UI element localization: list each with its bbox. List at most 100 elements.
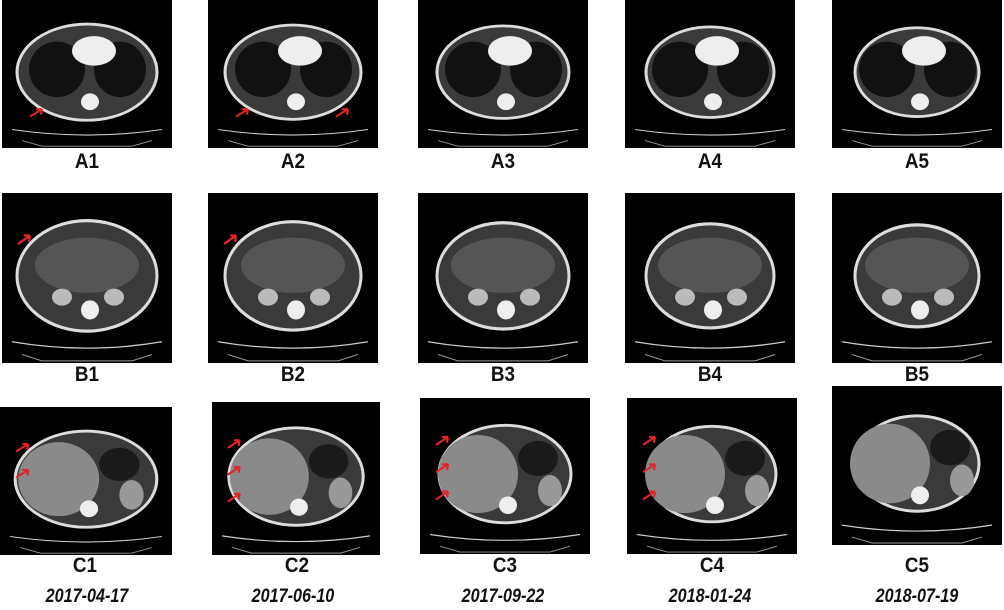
red-arrow-marker: [435, 435, 450, 446]
bowel: [241, 237, 345, 293]
liver: [850, 423, 930, 504]
kidney-left: [727, 288, 747, 306]
red-arrow-marker: [15, 442, 30, 453]
red-arrow-marker: [227, 492, 241, 503]
scanner-table-base: [644, 353, 776, 362]
scanner-table-base: [227, 140, 359, 147]
red-arrow-marker: [223, 234, 238, 245]
panel-label: C5: [904, 554, 930, 577]
scanner-table: [217, 128, 369, 136]
stomach: [518, 440, 558, 476]
bowel: [451, 237, 555, 293]
scanner-table-base: [851, 353, 983, 362]
ct-image: [427, 24, 579, 147]
vertebra: [499, 496, 517, 515]
ct-panel-b4: [625, 193, 795, 363]
red-arrow-marker: [29, 108, 44, 118]
kidney-left: [934, 288, 954, 306]
scanner-table: [636, 533, 788, 541]
scanner-table-base: [21, 140, 153, 147]
ct-image: [841, 414, 993, 544]
kidney-left: [104, 288, 124, 306]
scanner-table: [427, 128, 579, 136]
ct-panel-a5: [832, 0, 1002, 148]
ct-panel-a2: [208, 0, 378, 148]
red-arrow-marker: [435, 463, 450, 473]
scanner-table-base: [644, 140, 776, 147]
red-arrow-marker: [642, 435, 657, 446]
scanner-table: [217, 341, 369, 349]
scanner-table-base: [21, 353, 153, 362]
scan-date: 2017-04-17: [45, 586, 129, 607]
scanner-table-base: [20, 547, 152, 554]
ct-panel-a3: [418, 0, 588, 148]
stomach: [99, 447, 140, 481]
panel-label: A4: [697, 150, 723, 173]
vertebra: [79, 500, 99, 518]
vertebra: [911, 486, 929, 505]
scanner-table: [841, 341, 993, 349]
ct-panel-b1: [2, 193, 172, 363]
red-arrow-marker: [235, 108, 250, 118]
ct-panel-b5: [832, 193, 1002, 363]
scanner-table: [10, 535, 162, 543]
stomach: [308, 444, 349, 479]
ct-panel-a1: [2, 0, 172, 148]
lung-right: [445, 41, 501, 98]
panel-label: A5: [904, 150, 930, 173]
red-arrow-marker: [642, 463, 657, 473]
spleen: [538, 475, 562, 507]
red-arrow-marker: [17, 234, 32, 245]
liver: [18, 442, 100, 517]
kidney-right: [52, 288, 72, 306]
panel-label: A1: [74, 150, 100, 173]
panel-label: B4: [697, 363, 723, 386]
ct-panel-a4: [625, 0, 795, 148]
ct-panel-c4: [627, 398, 797, 554]
scanner-table-base: [437, 353, 569, 362]
scanner-table-base: [851, 140, 983, 147]
heart: [695, 36, 739, 66]
scan-date: 2017-09-22: [461, 586, 545, 607]
ct-image: [11, 219, 163, 362]
scan-date: 2017-06-10: [251, 586, 335, 607]
panel-label: C2: [284, 554, 310, 577]
heart: [902, 36, 946, 66]
ct-panel-c3: [420, 398, 590, 554]
scanner-table: [634, 341, 786, 349]
vertebra: [911, 300, 929, 320]
ct-panel-c2: [212, 402, 380, 555]
red-arrow-marker: [227, 439, 241, 449]
vertebra: [704, 93, 722, 111]
vertebra: [81, 300, 99, 320]
ct-panel-c5: [832, 386, 1002, 545]
red-arrow-marker: [227, 465, 241, 476]
panel-label: C3: [492, 554, 518, 577]
liver: [645, 435, 725, 514]
scanner-table: [11, 341, 163, 349]
scanner-table: [221, 535, 371, 543]
vertebra: [704, 300, 722, 320]
scan-date: 2018-07-19: [875, 586, 959, 607]
vertebra: [290, 498, 308, 516]
bowel: [658, 237, 762, 293]
ct-image: [427, 221, 579, 362]
panel-label: C1: [72, 554, 98, 577]
scanner-table: [841, 524, 993, 532]
scanner-table-base: [437, 140, 569, 147]
stomach: [725, 440, 765, 476]
scan-date: 2018-01-24: [668, 586, 752, 607]
panel-label: B2: [280, 363, 306, 386]
ct-image: [841, 223, 993, 362]
ct-image: [634, 25, 786, 147]
vertebra: [287, 93, 305, 111]
ct-image: [841, 26, 993, 147]
liver: [229, 438, 309, 515]
kidney-right: [675, 288, 695, 306]
panel-label: A3: [490, 150, 516, 173]
vertebra: [706, 496, 724, 515]
vertebra: [911, 93, 929, 111]
kidney-left: [520, 288, 540, 306]
heart: [488, 36, 532, 66]
